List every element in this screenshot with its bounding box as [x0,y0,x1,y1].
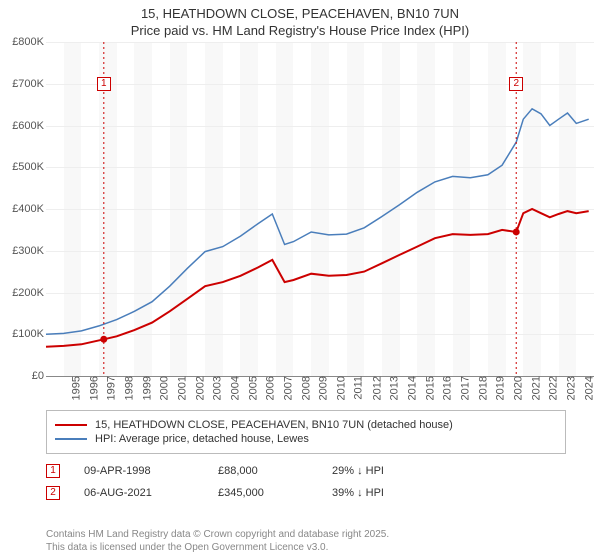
x-tick-label: 2003 [212,376,224,400]
tx-diff: 29% ↓ HPI [332,465,432,477]
y-tick-label: £200K [2,287,44,299]
x-tick-label: 1995 [70,376,82,400]
x-tick-label: 2016 [442,376,454,400]
legend: 15, HEATHDOWN CLOSE, PEACEHAVEN, BN10 7U… [46,410,566,454]
y-tick-label: £400K [2,203,44,215]
x-tick-label: 2020 [512,376,524,400]
transaction-row: 1 09-APR-1998 £88,000 29% ↓ HPI [46,460,432,482]
transaction-rows: 1 09-APR-1998 £88,000 29% ↓ HPI 2 06-AUG-2021… [46,460,432,504]
x-tick-label: 2022 [548,376,560,400]
title-line2: Price paid vs. HM Land Registry's House … [0,23,600,40]
x-tick-label: 2006 [265,376,277,400]
x-tick-label: 2021 [530,376,542,400]
tx-diff: 39% ↓ HPI [332,487,432,499]
y-tick-label: £0 [2,370,44,382]
y-tick-label: £500K [2,161,44,173]
x-tick-label: 2012 [371,376,383,400]
x-tick-label: 2010 [336,376,348,400]
y-tick-label: £800K [2,36,44,48]
tx-price: £345,000 [218,487,308,499]
x-tick-label: 2004 [230,376,242,400]
x-tick-label: 2011 [352,376,364,400]
legend-swatch [55,438,87,440]
tx-marker: 1 [46,464,60,478]
y-tick-label: £100K [2,328,44,340]
legend-label: HPI: Average price, detached house, Lewe… [95,433,309,445]
marker-label-1: 1 [97,77,111,91]
x-tick-label: 2017 [459,376,471,400]
tx-date: 06-AUG-2021 [84,487,194,499]
x-tick-label: 2023 [565,376,577,400]
x-tick-label: 1999 [141,376,153,400]
x-tick-label: 2024 [583,376,595,400]
x-tick-label: 2013 [389,376,401,400]
legend-item-price-paid: 15, HEATHDOWN CLOSE, PEACEHAVEN, BN10 7U… [55,419,557,431]
x-tick-label: 2009 [318,376,330,400]
x-tick-label: 2014 [406,376,418,400]
marker-dot-1 [100,336,107,343]
legend-swatch [55,424,87,426]
tx-marker: 2 [46,486,60,500]
plot-area: 12 [46,42,594,376]
x-tick-label: 2005 [247,376,259,400]
chart-area: 12 £0£100K£200K£300K£400K£500K£600K£700K… [0,42,600,402]
chart-svg [46,42,594,376]
x-tick-label: 1996 [88,376,100,400]
x-tick-label: 1998 [124,376,136,400]
y-tick-label: £700K [2,78,44,90]
transaction-row: 2 06-AUG-2021 £345,000 39% ↓ HPI [46,482,432,504]
series-line-price_paid [46,209,589,347]
y-tick-label: £300K [2,245,44,257]
x-tick-label: 1997 [106,376,118,400]
legend-item-hpi: HPI: Average price, detached house, Lewe… [55,433,557,445]
chart-title: 15, HEATHDOWN CLOSE, PEACEHAVEN, BN10 7U… [0,0,600,40]
x-tick-label: 2000 [159,376,171,400]
marker-dot-2 [513,228,520,235]
credits-line2: This data is licensed under the Open Gov… [46,542,389,555]
x-tick-label: 2019 [495,376,507,400]
marker-label-2: 2 [509,77,523,91]
x-tick-label: 2001 [177,376,189,400]
title-line1: 15, HEATHDOWN CLOSE, PEACEHAVEN, BN10 7U… [0,6,600,23]
y-tick-label: £600K [2,120,44,132]
tx-price: £88,000 [218,465,308,477]
credits: Contains HM Land Registry data © Crown c… [46,529,389,554]
x-tick-label: 2015 [424,376,436,400]
series-line-hpi [46,109,589,334]
credits-line1: Contains HM Land Registry data © Crown c… [46,529,389,542]
x-tick-label: 2008 [300,376,312,400]
x-tick-label: 2018 [477,376,489,400]
legend-label: 15, HEATHDOWN CLOSE, PEACEHAVEN, BN10 7U… [95,419,453,431]
x-tick-label: 2007 [283,376,295,400]
x-tick-label: 2002 [194,376,206,400]
tx-date: 09-APR-1998 [84,465,194,477]
